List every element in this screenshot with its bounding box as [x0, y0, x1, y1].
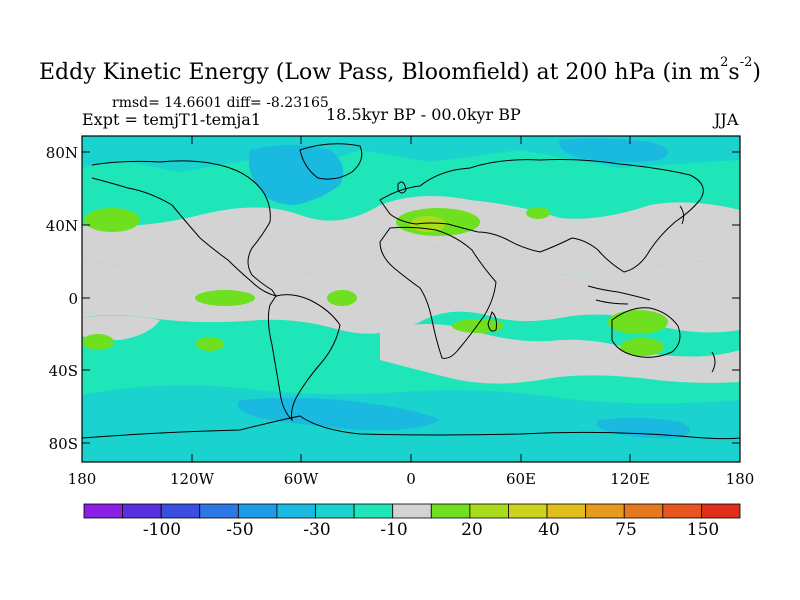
- plot-title: Eddy Kinetic Energy (Low Pass, Bloomfiel…: [39, 55, 761, 85]
- field-cyan-antarctic-edge: [82, 440, 740, 462]
- colorbar-label: 75: [615, 520, 637, 540]
- experiment-label: Expt = temjT1-temja1: [82, 110, 261, 129]
- field-green-aus2: [620, 338, 664, 356]
- coastlines: [82, 143, 740, 440]
- field-blue-arctic: [559, 138, 668, 163]
- field-green-sindian: [452, 319, 504, 333]
- coast-south-america: [267, 294, 341, 422]
- colorbar-swatch: [430, 503, 471, 519]
- lon-label-120w: 120W: [169, 470, 215, 488]
- lat-label-eq: 0: [68, 290, 78, 308]
- lon-label-0: 0: [406, 470, 416, 488]
- coast-madagascar: [487, 311, 497, 332]
- colorbar-label: -100: [142, 520, 182, 540]
- coast-australia: [611, 307, 681, 358]
- coast-africa: [379, 226, 497, 359]
- coast-antarctica: [82, 415, 740, 440]
- colorbar-swatch: [662, 503, 702, 519]
- field-grey-tropics: [82, 244, 740, 334]
- colorbar-label: -30: [303, 520, 331, 540]
- field-green-spac: [82, 334, 114, 350]
- colorbar-swatch: [83, 503, 123, 519]
- colorbar-label: 150: [686, 520, 720, 540]
- contour-fields: [82, 136, 740, 462]
- colorbar-label: -10: [380, 520, 408, 540]
- field-green-spac2: [196, 337, 224, 351]
- stats-line: rmsd= 14.6601 diff= -8.23165: [112, 95, 329, 111]
- lat-label-80s: 80S: [48, 435, 78, 453]
- colorbar-label: 20: [461, 520, 483, 540]
- lat-label-40s: 40S: [48, 362, 78, 380]
- colorbar-swatch: [160, 503, 201, 519]
- lon-label-120e: 120E: [610, 470, 650, 488]
- colorbar-swatch: [276, 503, 316, 519]
- field-green-epac: [195, 290, 255, 306]
- colorbar-swatch: [353, 503, 394, 519]
- lon-label-60e: 60E: [505, 470, 537, 488]
- colorbar-label: -50: [226, 520, 254, 540]
- colorbar-swatch: [546, 503, 587, 519]
- season-label: JJA: [714, 110, 739, 129]
- lat-ticks: [82, 151, 740, 444]
- coast-eurasia: [379, 159, 704, 273]
- field-green-nafrica: [526, 207, 550, 219]
- field-blue-south: [237, 397, 440, 431]
- field-grey-s-subtrop: [380, 324, 740, 384]
- lon-label-60w: 60W: [283, 470, 319, 488]
- field-green-aus: [608, 310, 668, 334]
- field-green-satl: [327, 290, 357, 306]
- colorbar-swatch: [508, 503, 548, 519]
- colorbar-swatch: [469, 503, 509, 519]
- lat-label-40n: 40N: [45, 217, 78, 235]
- colorbar-swatch: [585, 503, 625, 519]
- coast-north-america: [91, 160, 278, 297]
- colorbar-swatch: [623, 503, 664, 519]
- field-green-npac: [84, 208, 140, 232]
- coast-nz: [711, 351, 716, 373]
- colorbar-swatch: [315, 503, 355, 519]
- colorbar-label: 40: [538, 520, 560, 540]
- colorbar-swatch: [122, 503, 162, 519]
- field-grey-n-band: [82, 196, 740, 280]
- coast-japan: [679, 205, 685, 225]
- colorbar-swatch: [199, 503, 239, 519]
- colorbar-swatch: [237, 503, 278, 519]
- field-grey-sw-pacific: [82, 315, 160, 340]
- colorbar-swatch: [392, 503, 432, 519]
- coast-uk: [397, 181, 407, 194]
- coast-indonesia: [587, 285, 651, 305]
- lon-label-180w: 180: [67, 470, 97, 488]
- field-blue-natlantic: [248, 145, 344, 205]
- lon-label-180e: 180: [725, 470, 755, 488]
- colorbar: [83, 503, 741, 519]
- coast-greenland: [299, 143, 363, 180]
- colorbar-swatch: [701, 503, 741, 519]
- lon-ticks: [191, 136, 631, 462]
- lat-label-80n: 80N: [45, 144, 78, 162]
- period-label: 18.5kyr BP - 00.0kyr BP: [326, 105, 521, 124]
